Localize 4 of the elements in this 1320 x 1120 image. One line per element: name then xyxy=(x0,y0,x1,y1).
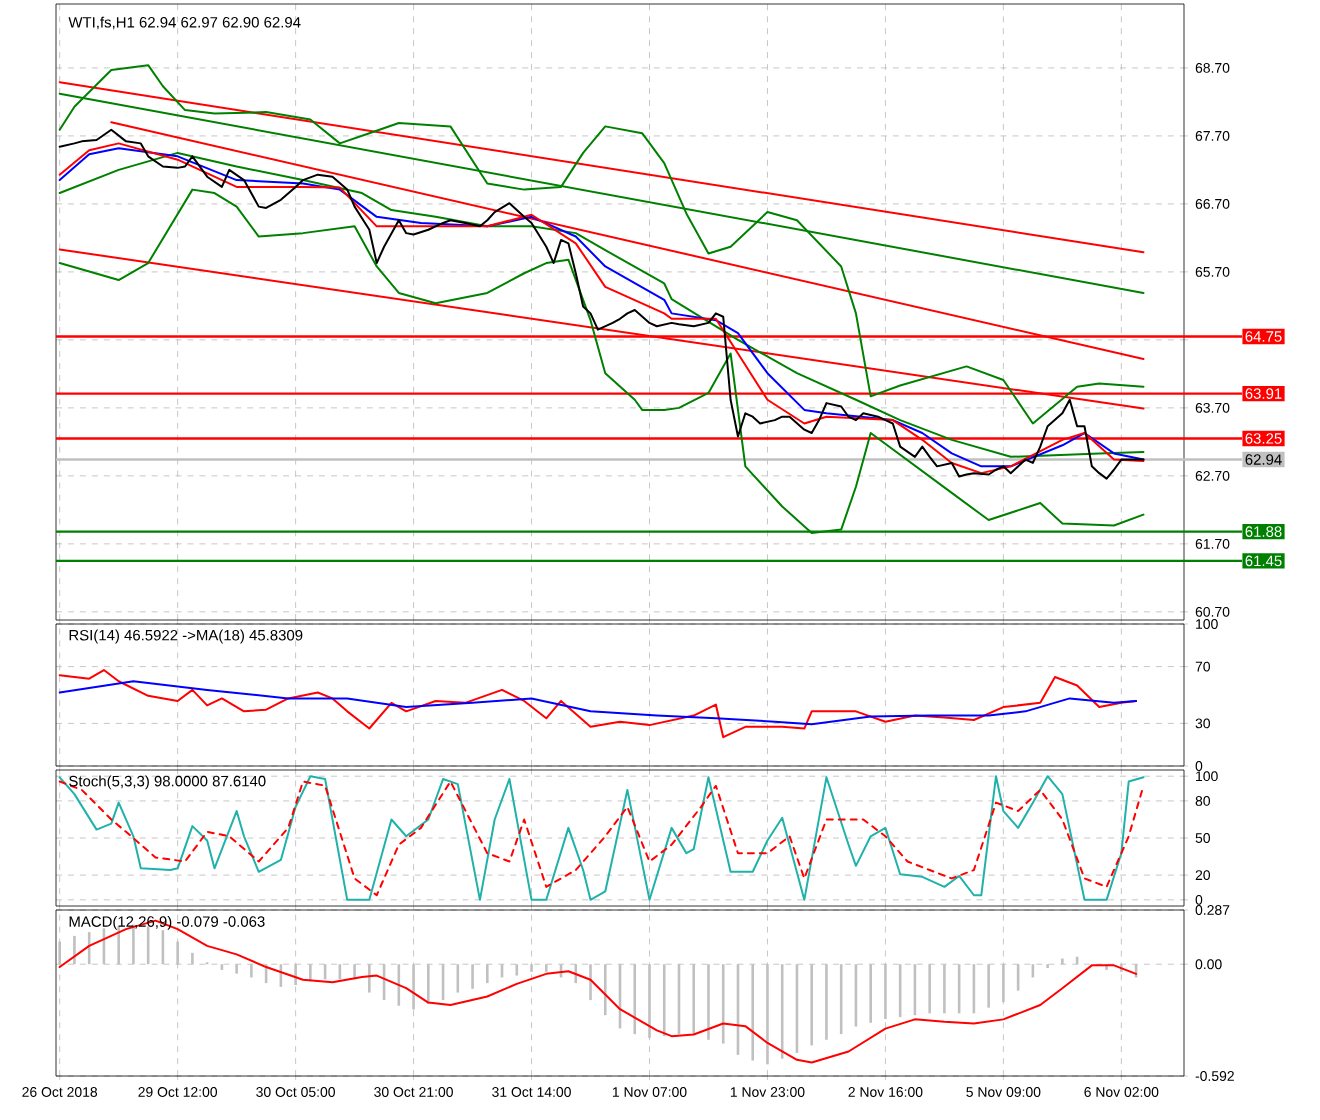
line-series xyxy=(58,919,1138,1064)
line-series xyxy=(58,669,1138,739)
line-series xyxy=(58,680,1138,726)
line-series xyxy=(58,64,1145,425)
